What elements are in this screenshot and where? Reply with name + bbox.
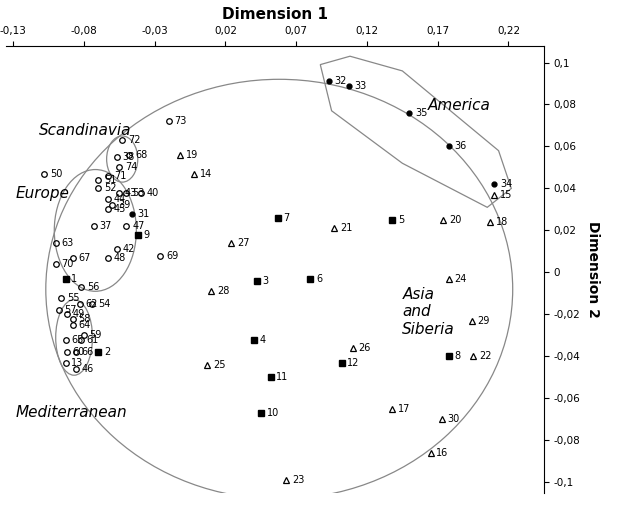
Text: 25: 25 — [213, 360, 225, 370]
Text: 63: 63 — [61, 238, 74, 248]
Text: 64: 64 — [78, 320, 91, 330]
Text: 57: 57 — [64, 305, 77, 315]
Text: 30: 30 — [447, 415, 460, 424]
Text: 56: 56 — [87, 282, 99, 292]
Text: 29: 29 — [477, 315, 489, 326]
Text: 55: 55 — [67, 293, 80, 303]
Text: 51: 51 — [104, 175, 116, 185]
Text: 47: 47 — [132, 221, 145, 231]
Text: Scandinavia: Scandinavia — [39, 123, 131, 138]
Text: 35: 35 — [415, 108, 428, 118]
Text: 7: 7 — [284, 213, 290, 223]
Text: 17: 17 — [398, 404, 410, 414]
X-axis label: Dimension 1: Dimension 1 — [222, 7, 328, 22]
Text: 10: 10 — [266, 408, 279, 418]
Text: 33: 33 — [354, 81, 366, 90]
Text: 2: 2 — [104, 347, 110, 357]
Text: 37: 37 — [99, 221, 112, 231]
Text: 23: 23 — [292, 475, 304, 485]
Text: 11: 11 — [276, 372, 289, 383]
Text: 31: 31 — [138, 209, 150, 218]
Text: Mediterranean: Mediterranean — [16, 404, 128, 420]
Text: 8: 8 — [455, 352, 461, 361]
Text: 18: 18 — [496, 217, 508, 227]
Text: 20: 20 — [449, 215, 462, 225]
Text: 12: 12 — [347, 358, 360, 368]
Y-axis label: Dimension 2: Dimension 2 — [586, 221, 599, 318]
Text: 74: 74 — [125, 163, 137, 172]
Text: 54: 54 — [98, 299, 111, 309]
Text: 49: 49 — [73, 309, 85, 320]
Text: 53: 53 — [132, 187, 145, 198]
Text: 58: 58 — [78, 313, 91, 324]
Text: 50: 50 — [50, 169, 62, 179]
Text: 15: 15 — [500, 189, 512, 200]
Text: 70: 70 — [61, 259, 74, 269]
Text: 60: 60 — [73, 347, 85, 357]
Text: 68: 68 — [135, 150, 147, 160]
Text: 69: 69 — [166, 250, 179, 261]
Text: 52: 52 — [104, 183, 116, 194]
Text: 36: 36 — [455, 141, 467, 151]
Text: 26: 26 — [358, 343, 371, 353]
Text: Asia
and
Siberia: Asia and Siberia — [402, 287, 455, 337]
Text: 73: 73 — [174, 116, 187, 126]
Text: 22: 22 — [479, 352, 491, 361]
Text: America: America — [428, 98, 491, 113]
Text: 13: 13 — [71, 358, 83, 368]
Text: 42: 42 — [122, 244, 135, 255]
Text: 72: 72 — [128, 135, 140, 145]
Text: 44: 44 — [114, 194, 126, 204]
Text: 65: 65 — [71, 335, 83, 344]
Text: 67: 67 — [78, 252, 91, 263]
Text: 48: 48 — [114, 252, 126, 263]
Text: 43: 43 — [125, 187, 137, 198]
Text: 19: 19 — [186, 150, 198, 160]
Text: 6: 6 — [316, 274, 322, 283]
Text: 27: 27 — [237, 238, 249, 248]
Text: 39: 39 — [118, 200, 130, 210]
Text: 14: 14 — [200, 169, 212, 179]
Text: 28: 28 — [217, 287, 229, 296]
Text: 1: 1 — [71, 274, 77, 283]
Text: Europe: Europe — [16, 186, 70, 201]
Text: 38: 38 — [122, 152, 135, 162]
Text: 24: 24 — [455, 274, 467, 283]
Text: 21: 21 — [340, 224, 352, 233]
Text: 3: 3 — [262, 276, 268, 286]
Text: 9: 9 — [143, 230, 150, 240]
Text: 34: 34 — [500, 179, 512, 189]
Text: 61: 61 — [87, 335, 99, 344]
Text: 45: 45 — [114, 204, 126, 214]
Text: 5: 5 — [398, 215, 404, 225]
Text: 71: 71 — [114, 171, 126, 181]
Text: 46: 46 — [81, 364, 93, 374]
Text: 32: 32 — [334, 76, 347, 86]
Text: 4: 4 — [260, 335, 266, 344]
Text: 40: 40 — [146, 187, 158, 198]
Text: 59: 59 — [90, 330, 102, 340]
Text: 66: 66 — [81, 347, 93, 357]
Text: 62: 62 — [85, 299, 98, 309]
Text: 16: 16 — [436, 448, 449, 458]
